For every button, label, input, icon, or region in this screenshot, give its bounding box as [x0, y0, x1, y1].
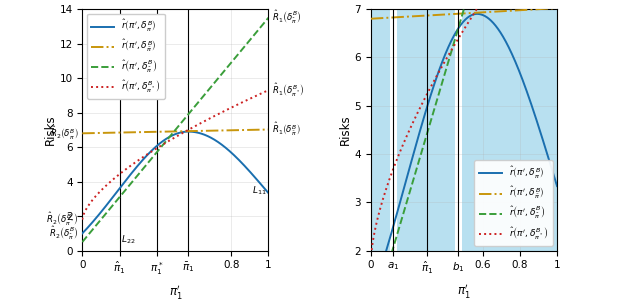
Text: $\hat{R}_2\left(\delta^B_{\pi}\right)$: $\hat{R}_2\left(\delta^B_{\pi}\right)$ — [50, 125, 78, 142]
Bar — [390, 9, 396, 251]
Text: $L_{11}$: $L_{11}$ — [252, 184, 266, 197]
X-axis label: $\pi_1'$: $\pi_1'$ — [457, 282, 471, 300]
Text: $L_{22}$: $L_{22}$ — [122, 234, 136, 246]
Legend: $\hat{r}\left(\pi', \delta^B_{\pi}\right)$, $\hat{r}\left(\pi', \delta^B_{\bar{\: $\hat{r}\left(\pi', \delta^B_{\pi}\right… — [87, 14, 165, 99]
Text: $\hat{R}_2\left(\delta^B_{\hat{\pi}}\right)$: $\hat{R}_2\left(\delta^B_{\hat{\pi}}\rig… — [49, 225, 78, 242]
Y-axis label: Risks: Risks — [44, 114, 56, 145]
Text: $\hat{R}_1\left(\delta^B_{\pi^*}\right)$: $\hat{R}_1\left(\delta^B_{\pi^*}\right)$ — [272, 82, 304, 99]
Text: $\hat{R}_1\left(\delta^B_{\bar{\pi}}\right)$: $\hat{R}_1\left(\delta^B_{\bar{\pi}}\rig… — [272, 121, 301, 138]
Legend: $\hat{r}\left(\pi', \delta^B_{\pi}\right)$, $\hat{r}\left(\pi', \delta^B_{\bar{\: $\hat{r}\left(\pi', \delta^B_{\pi}\right… — [475, 160, 553, 246]
Text: $\hat{R}_1\left(\delta^B_{\hat{\pi}}\right)$: $\hat{R}_1\left(\delta^B_{\hat{\pi}}\rig… — [272, 9, 301, 26]
X-axis label: $\pi_1'$: $\pi_1'$ — [168, 283, 182, 301]
Bar — [455, 9, 461, 251]
Text: $\hat{R}_2\left(\delta^B_{\pi^*}\right)$: $\hat{R}_2\left(\delta^B_{\pi^*}\right)$ — [46, 211, 78, 228]
Y-axis label: Risks: Risks — [339, 114, 352, 145]
